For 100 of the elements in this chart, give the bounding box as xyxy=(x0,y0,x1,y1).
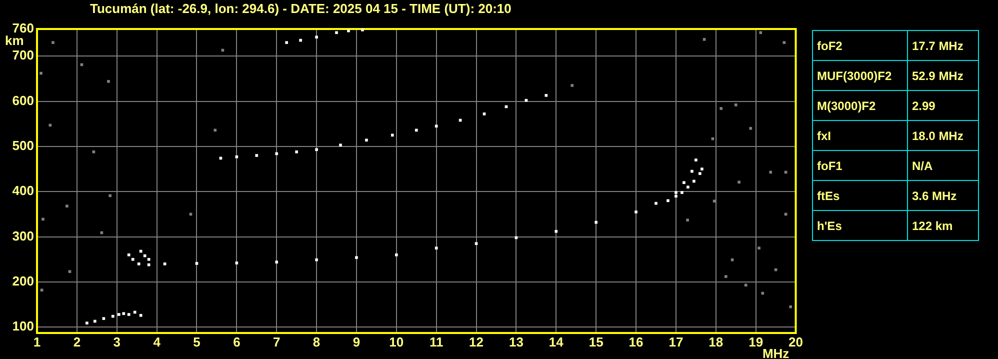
point xyxy=(698,172,702,175)
point xyxy=(666,199,670,202)
y-axis-title: km xyxy=(5,33,24,48)
x-tick-label: 6 xyxy=(233,334,240,350)
point xyxy=(127,313,130,316)
point xyxy=(122,312,126,315)
point xyxy=(724,275,728,278)
text: foF1 xyxy=(812,150,908,180)
point xyxy=(52,41,54,44)
x-tick-label: 17 xyxy=(668,334,684,350)
y-tick-label: 700 xyxy=(12,48,34,63)
x-tick-label: 4 xyxy=(153,334,162,350)
y-tick-label: 500 xyxy=(12,138,34,154)
point xyxy=(93,320,96,323)
point xyxy=(139,314,142,317)
point xyxy=(275,260,278,264)
point xyxy=(474,242,478,245)
y-tick-label: 600 xyxy=(12,92,34,108)
point xyxy=(235,262,238,264)
point xyxy=(42,218,44,221)
point xyxy=(749,126,752,130)
point xyxy=(738,180,740,184)
point xyxy=(544,94,548,97)
point xyxy=(395,253,398,256)
point xyxy=(759,31,762,34)
text: foF2 xyxy=(812,30,908,60)
point xyxy=(339,144,342,147)
point xyxy=(761,292,764,295)
x-tick-label: 9 xyxy=(352,334,360,350)
point xyxy=(92,150,96,154)
point xyxy=(107,80,110,83)
point xyxy=(734,103,738,106)
text: 17.7 MHz xyxy=(908,30,978,60)
point xyxy=(769,170,772,174)
point xyxy=(690,170,694,173)
point xyxy=(365,138,368,142)
point xyxy=(147,258,150,261)
x-tick-label: 8 xyxy=(312,334,320,350)
text: MUF(3000)F2 xyxy=(812,60,908,90)
point xyxy=(634,210,638,214)
point xyxy=(434,124,438,128)
point xyxy=(40,288,44,292)
point xyxy=(86,322,88,324)
point xyxy=(744,284,748,287)
point xyxy=(285,41,288,44)
point xyxy=(295,150,298,154)
x-tick-label: 3 xyxy=(113,334,120,350)
point xyxy=(789,305,792,308)
point xyxy=(315,258,318,262)
point xyxy=(195,262,198,265)
text: ftEs xyxy=(812,180,908,210)
point xyxy=(315,36,318,39)
point xyxy=(700,168,704,170)
point xyxy=(299,38,302,42)
point xyxy=(275,152,278,156)
point xyxy=(758,246,760,250)
point xyxy=(694,158,698,162)
point xyxy=(361,28,364,32)
x-tick-label: 15 xyxy=(588,334,604,350)
point xyxy=(108,194,112,198)
point xyxy=(255,154,258,157)
x-tick-label: 12 xyxy=(469,334,484,350)
y-tick-label: 760 xyxy=(12,20,34,36)
point xyxy=(686,186,690,189)
x-axis-title: MHz xyxy=(762,346,790,359)
y-tick-label: 400 xyxy=(12,183,34,198)
text: N/A xyxy=(908,150,978,180)
point xyxy=(111,314,114,318)
x-tick-label: 2 xyxy=(73,334,81,350)
x-tick-label: 20 xyxy=(788,334,804,350)
point xyxy=(594,220,598,224)
x-tick-label: 18 xyxy=(708,334,724,350)
point xyxy=(680,191,684,194)
point xyxy=(702,38,706,41)
point xyxy=(570,84,574,87)
text: M(3000)F2 xyxy=(812,90,908,120)
point xyxy=(524,98,528,102)
x-tick-label: 10 xyxy=(389,334,404,350)
point xyxy=(712,200,716,203)
point xyxy=(131,258,134,261)
x-tick-label: 5 xyxy=(193,334,200,350)
x-tick-label: 16 xyxy=(628,334,644,350)
point xyxy=(391,134,394,137)
x-tick-label: 7 xyxy=(272,334,280,350)
point xyxy=(692,180,696,183)
x-tick-label: 19 xyxy=(748,334,764,350)
x-tick-label: 11 xyxy=(429,334,444,350)
point xyxy=(434,246,438,250)
point xyxy=(682,181,686,184)
point xyxy=(674,191,678,194)
y-tick-label: 200 xyxy=(12,274,34,289)
point xyxy=(654,202,658,205)
text: 52.9 MHz xyxy=(908,60,978,90)
point xyxy=(133,310,136,314)
point xyxy=(117,313,120,316)
point xyxy=(347,29,350,32)
y-tick-label: 300 xyxy=(12,228,34,244)
point xyxy=(355,256,358,259)
x-tick-label: 13 xyxy=(508,334,524,350)
text: h'Es xyxy=(812,210,908,240)
